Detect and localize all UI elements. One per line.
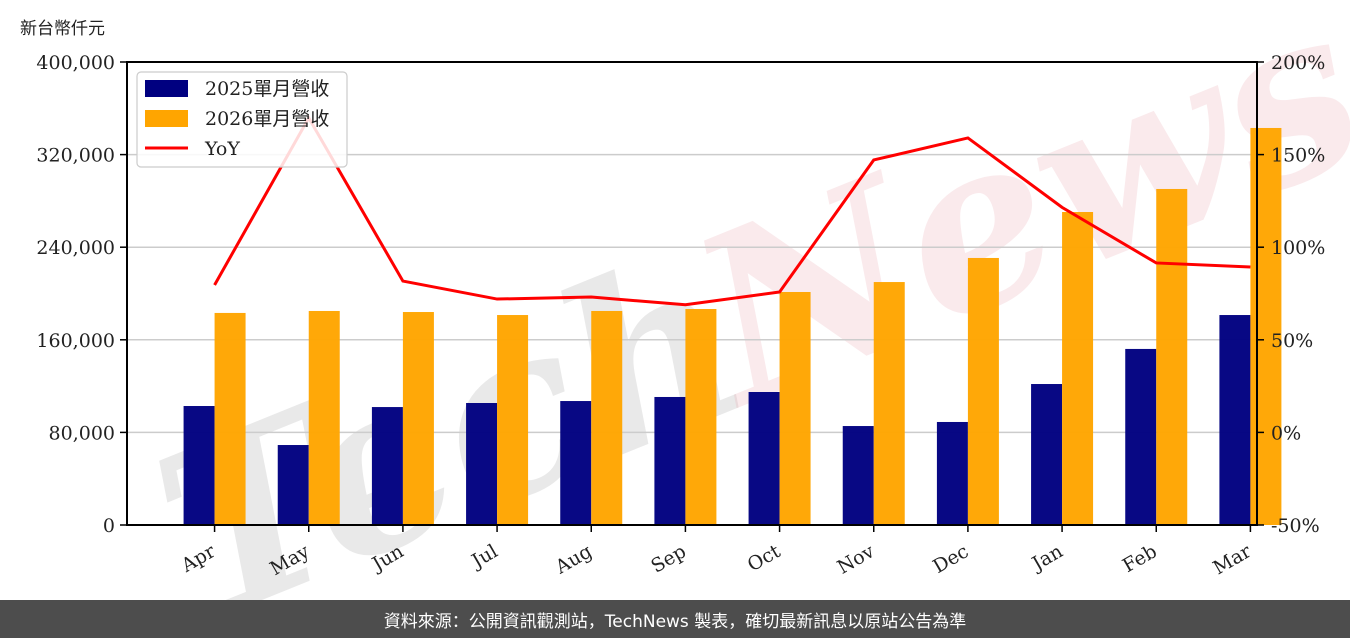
y-tick-label: 0 <box>103 515 115 537</box>
legend-label-2025: 2025單月營收 <box>205 78 329 100</box>
x-tick-label: Mar <box>1209 540 1255 579</box>
legend-swatch-2025 <box>145 80 188 97</box>
bar <box>779 291 811 525</box>
x-tick-label: Oct <box>744 540 785 576</box>
bar <box>685 309 717 525</box>
bar <box>1156 188 1188 525</box>
x-tick-label: Nov <box>834 540 879 579</box>
y-tick-label: 160,000 <box>36 330 115 352</box>
y-tick-label: 400,000 <box>36 52 115 74</box>
bar <box>1219 315 1251 525</box>
legend: 2025單月營收 2026單月營收 YoY <box>136 71 348 168</box>
y-tick-label: 320,000 <box>36 145 115 167</box>
x-tick-label: Dec <box>929 540 972 578</box>
y2-tick-label: 50% <box>1271 330 1313 352</box>
bar <box>654 396 686 525</box>
legend-label-yoy: YoY <box>204 138 240 160</box>
y-tick-label: 240,000 <box>36 237 115 259</box>
x-tick-label: Jan <box>1027 540 1067 576</box>
bar <box>842 426 874 525</box>
bar <box>591 310 623 525</box>
bar <box>936 421 968 525</box>
bar <box>497 315 529 525</box>
bar <box>1062 212 1094 525</box>
y2-tick-label: 150% <box>1271 145 1325 167</box>
yoy-line <box>213 114 1251 307</box>
bar <box>1031 384 1063 525</box>
bar <box>466 402 498 525</box>
y-tick-label: 80,000 <box>49 422 115 444</box>
legend-swatch-2026 <box>145 110 188 127</box>
bar <box>183 406 215 525</box>
y2-tick-label: -50% <box>1271 515 1320 537</box>
bar <box>560 401 592 525</box>
y2-tick-label: 200% <box>1271 52 1325 74</box>
footer-text: 資料來源：公開資訊觀測站，TechNews 製表，確切最新訊息以原站公告為準 <box>383 611 967 632</box>
bar <box>308 310 340 525</box>
bar-series <box>183 127 1282 525</box>
bar <box>277 445 309 525</box>
bar <box>402 312 434 525</box>
x-tick-label: Sep <box>647 540 690 577</box>
bar <box>214 312 246 525</box>
bar <box>1250 127 1282 525</box>
bar <box>371 407 403 525</box>
source-footer: 資料來源：公開資訊觀測站，TechNews 製表，確切最新訊息以原站公告為準 <box>0 600 1350 638</box>
y-axis-unit-label: 新台幣仟元 <box>20 19 105 39</box>
x-tick-label: Aug <box>551 540 596 579</box>
revenue-chart: TechNews 080,000160,000240,000320,000400… <box>36 0 1350 600</box>
bar <box>748 392 780 525</box>
y2-tick-label: 100% <box>1271 237 1325 259</box>
y2-tick-label: 0% <box>1271 422 1301 444</box>
x-tick-label: Feb <box>1119 540 1161 577</box>
bar <box>1125 348 1157 525</box>
legend-label-2026: 2026單月營收 <box>205 108 329 130</box>
bar <box>873 282 905 525</box>
bar <box>967 257 999 525</box>
